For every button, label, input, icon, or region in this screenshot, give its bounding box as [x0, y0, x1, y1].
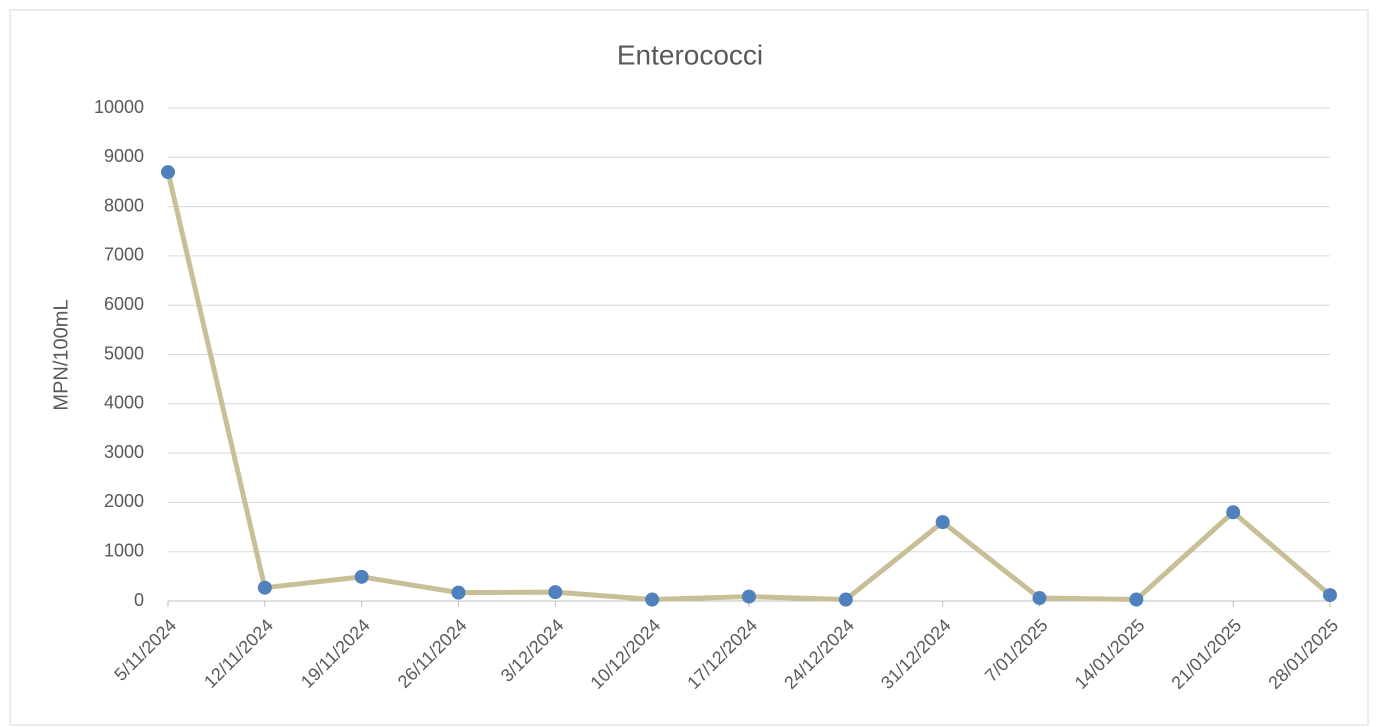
y-tick-label: 5000	[104, 343, 144, 363]
y-tick-label: 2000	[104, 491, 144, 511]
marker	[257, 580, 272, 595]
marker	[548, 585, 563, 600]
marker	[838, 592, 853, 607]
marker	[935, 515, 950, 530]
y-tick-label: 6000	[104, 294, 144, 314]
chart-title: Enterococci	[617, 39, 763, 70]
chart-frame	[9, 9, 1369, 726]
marker	[1323, 588, 1337, 603]
y-tick-label: 0	[134, 590, 144, 610]
y-tick-label: 1000	[104, 540, 144, 560]
y-tick-label: 7000	[104, 245, 144, 265]
marker	[1129, 592, 1144, 607]
marker	[161, 165, 175, 180]
y-tick-label: 9000	[104, 146, 144, 166]
y-tick-label: 8000	[104, 195, 144, 215]
marker	[645, 592, 660, 607]
y-tick-label: 3000	[104, 442, 144, 462]
y-tick-label: 4000	[104, 393, 144, 413]
marker	[451, 585, 466, 600]
marker	[354, 569, 369, 584]
marker	[1032, 591, 1047, 606]
marker	[1226, 505, 1241, 520]
y-axis-label: MPN/100mL	[50, 299, 72, 410]
y-tick-label: 10000	[94, 97, 144, 117]
marker	[742, 589, 756, 604]
